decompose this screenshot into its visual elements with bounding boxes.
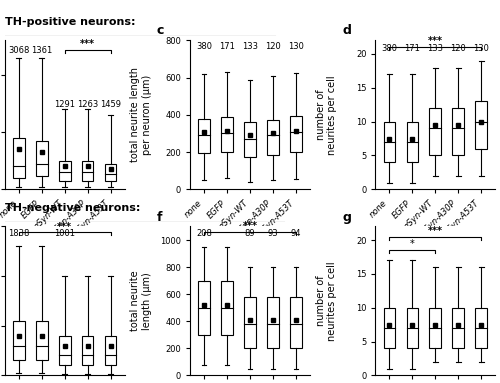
Bar xyxy=(430,308,441,348)
Text: 3068: 3068 xyxy=(8,46,30,55)
Bar xyxy=(198,119,210,153)
Text: 208: 208 xyxy=(196,229,212,238)
Y-axis label: number of
neurites per cell: number of neurites per cell xyxy=(316,261,337,341)
Text: 120: 120 xyxy=(265,42,281,51)
Text: 130: 130 xyxy=(288,42,304,51)
Text: 133: 133 xyxy=(242,42,258,51)
Text: 1263: 1263 xyxy=(77,100,98,109)
Text: 133: 133 xyxy=(427,44,443,53)
Text: 1838: 1838 xyxy=(8,229,30,238)
Text: c: c xyxy=(157,25,164,38)
Text: ***: *** xyxy=(428,36,442,46)
Y-axis label: total neurite
length (μm): total neurite length (μm) xyxy=(130,271,152,331)
Bar xyxy=(82,336,94,365)
Bar xyxy=(198,281,210,335)
Bar xyxy=(59,336,70,365)
Text: 130: 130 xyxy=(474,44,489,53)
Text: 120: 120 xyxy=(450,44,466,53)
Bar xyxy=(244,297,256,348)
Bar xyxy=(13,321,24,360)
Bar xyxy=(267,119,278,155)
Text: TH-positive neurons:: TH-positive neurons: xyxy=(5,17,136,27)
Bar xyxy=(105,164,117,181)
Text: 1291: 1291 xyxy=(54,100,76,109)
Bar xyxy=(36,141,48,175)
Text: TH-negative neurons:: TH-negative neurons: xyxy=(5,203,140,213)
Text: d: d xyxy=(342,25,351,38)
Text: f: f xyxy=(157,211,162,224)
Bar xyxy=(476,308,487,348)
Text: g: g xyxy=(342,211,351,224)
Text: 380: 380 xyxy=(196,42,212,51)
Bar xyxy=(244,122,256,157)
Text: 1361: 1361 xyxy=(31,46,52,55)
Bar xyxy=(430,108,441,155)
Text: ***: *** xyxy=(428,226,442,236)
Bar xyxy=(406,308,418,348)
Bar xyxy=(105,336,117,365)
Bar xyxy=(267,297,278,348)
Text: ***: *** xyxy=(58,221,72,232)
Bar xyxy=(452,308,464,348)
Text: 89: 89 xyxy=(244,229,256,238)
Bar xyxy=(222,117,233,152)
Bar xyxy=(36,321,48,360)
Bar xyxy=(82,160,94,181)
Text: 93: 93 xyxy=(268,229,278,238)
Bar xyxy=(222,281,233,335)
Y-axis label: number of
neurites per cell: number of neurites per cell xyxy=(316,75,337,155)
Bar xyxy=(476,101,487,149)
Text: 94: 94 xyxy=(290,229,301,238)
Bar xyxy=(452,108,464,155)
Text: 1001: 1001 xyxy=(54,229,76,238)
Bar xyxy=(290,116,302,152)
Text: 171: 171 xyxy=(404,44,420,53)
Bar xyxy=(384,308,395,348)
Text: 380: 380 xyxy=(382,44,398,53)
Y-axis label: total neurite length
per neuron (μm): total neurite length per neuron (μm) xyxy=(130,67,152,162)
Bar xyxy=(406,122,418,162)
Bar xyxy=(13,138,24,178)
Text: ***: *** xyxy=(242,221,258,231)
Text: *: * xyxy=(410,239,414,249)
Bar xyxy=(384,122,395,162)
Text: 171: 171 xyxy=(219,42,235,51)
Bar xyxy=(290,297,302,348)
Text: 1459: 1459 xyxy=(100,100,121,109)
Text: ***: *** xyxy=(80,39,95,49)
Bar xyxy=(59,160,70,181)
